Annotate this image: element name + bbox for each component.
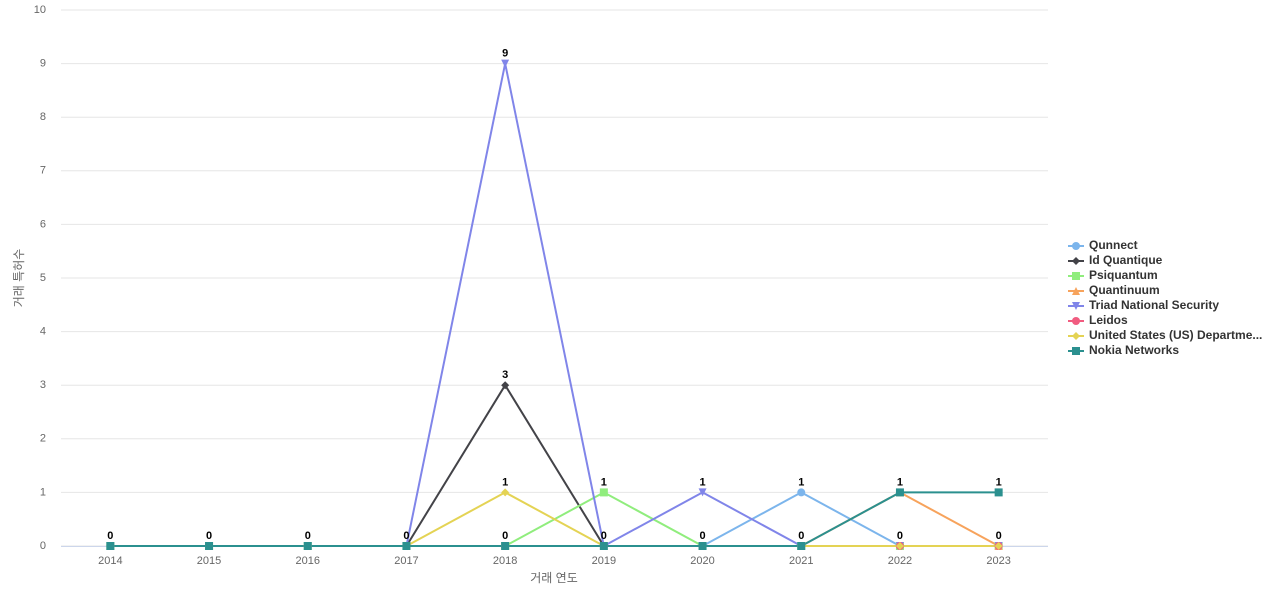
point: [402, 542, 411, 550]
data-label: 0: [502, 530, 508, 542]
y-tick-label: 8: [40, 111, 46, 123]
legend-marker: [1072, 347, 1080, 355]
x-tick-label: 2017: [394, 555, 418, 567]
legend-marker: [1072, 287, 1080, 295]
series-line: [110, 383, 999, 547]
point: [501, 542, 510, 550]
legend-marker: [1072, 302, 1080, 310]
data-label: 1: [798, 476, 804, 488]
point: [303, 542, 312, 550]
y-tick-label: 5: [40, 272, 46, 284]
point: [797, 488, 806, 497]
legend-item[interactable]: Triad National Security: [1068, 298, 1219, 312]
legend-label: Psiquantum: [1089, 268, 1158, 282]
series-line: [110, 491, 999, 547]
data-label: 1: [996, 476, 1002, 488]
x-tick-label: 2015: [197, 555, 221, 567]
legend-label: Triad National Security: [1089, 298, 1219, 312]
point: [106, 542, 115, 550]
legend-marker: [1072, 242, 1080, 250]
data-label: 0: [601, 530, 607, 542]
legend-marker: [1072, 272, 1080, 280]
x-tick-label: 2021: [789, 555, 813, 567]
x-tick-label: 2014: [98, 555, 122, 567]
x-axis-title: 거래 연도: [530, 571, 578, 585]
legend-item[interactable]: Quantinuum: [1068, 283, 1160, 297]
data-label: 0: [403, 530, 409, 542]
x-tick-label: 2016: [296, 555, 320, 567]
point: [501, 488, 510, 497]
legend-label: Qunnect: [1089, 238, 1138, 252]
legend-label: Id Quantique: [1089, 253, 1163, 267]
x-tick-label: 2022: [888, 555, 912, 567]
legend-label: Quantinuum: [1089, 283, 1160, 297]
y-tick-label: 0: [40, 540, 46, 552]
data-label: 0: [798, 530, 804, 542]
x-tick-label: 2023: [986, 555, 1010, 567]
legend-marker: [1072, 257, 1080, 265]
legend-item[interactable]: Psiquantum: [1068, 268, 1158, 282]
point: [698, 488, 707, 497]
y-tick-label: 1: [40, 486, 46, 498]
point: [895, 542, 904, 550]
y-tick-label: 10: [34, 4, 46, 16]
data-label: 1: [502, 476, 508, 488]
legend-item[interactable]: Nokia Networks: [1068, 343, 1179, 357]
y-tick-label: 4: [40, 326, 46, 338]
series-line: [110, 63, 999, 548]
point: [994, 488, 1003, 497]
legend-item[interactable]: Leidos: [1068, 313, 1128, 327]
y-tick-label: 3: [40, 379, 46, 391]
data-label: 0: [206, 530, 212, 542]
legend-label: United States (US) Departme...: [1089, 328, 1262, 342]
x-tick-label: 2019: [592, 555, 616, 567]
y-tick-label: 6: [40, 218, 46, 230]
legend-label: Nokia Networks: [1089, 343, 1179, 357]
data-label: 1: [897, 476, 903, 488]
y-tick-label: 9: [40, 58, 46, 70]
data-label: 3: [502, 369, 508, 381]
y-tick-label: 2: [40, 433, 46, 445]
legend-marker: [1072, 317, 1080, 325]
legend-item[interactable]: United States (US) Departme...: [1068, 328, 1262, 342]
point: [501, 59, 510, 68]
legend-marker: [1072, 332, 1080, 340]
y-axis-title: 거래 특허수: [12, 249, 26, 308]
x-tick-label: 2018: [493, 555, 517, 567]
data-label: 0: [996, 530, 1002, 542]
series-line: [110, 491, 999, 547]
x-tick-label: 2020: [690, 555, 714, 567]
point: [599, 488, 608, 497]
point: [698, 542, 707, 550]
legend-label: Leidos: [1089, 313, 1128, 327]
data-label: 0: [305, 530, 311, 542]
data-label: 1: [601, 476, 607, 488]
point: [797, 542, 806, 550]
point: [205, 542, 214, 550]
data-label: 9: [502, 48, 508, 60]
data-label: 0: [897, 530, 903, 542]
legend-item[interactable]: Qunnect: [1068, 238, 1138, 252]
point: [895, 488, 904, 497]
data-label: 1: [699, 476, 705, 488]
data-label: 0: [699, 530, 705, 542]
point: [501, 381, 510, 390]
point: [599, 542, 608, 550]
point: [994, 542, 1003, 550]
data-label: 0: [107, 530, 113, 542]
legend-item[interactable]: Id Quantique: [1068, 253, 1163, 267]
y-tick-label: 7: [40, 165, 46, 177]
